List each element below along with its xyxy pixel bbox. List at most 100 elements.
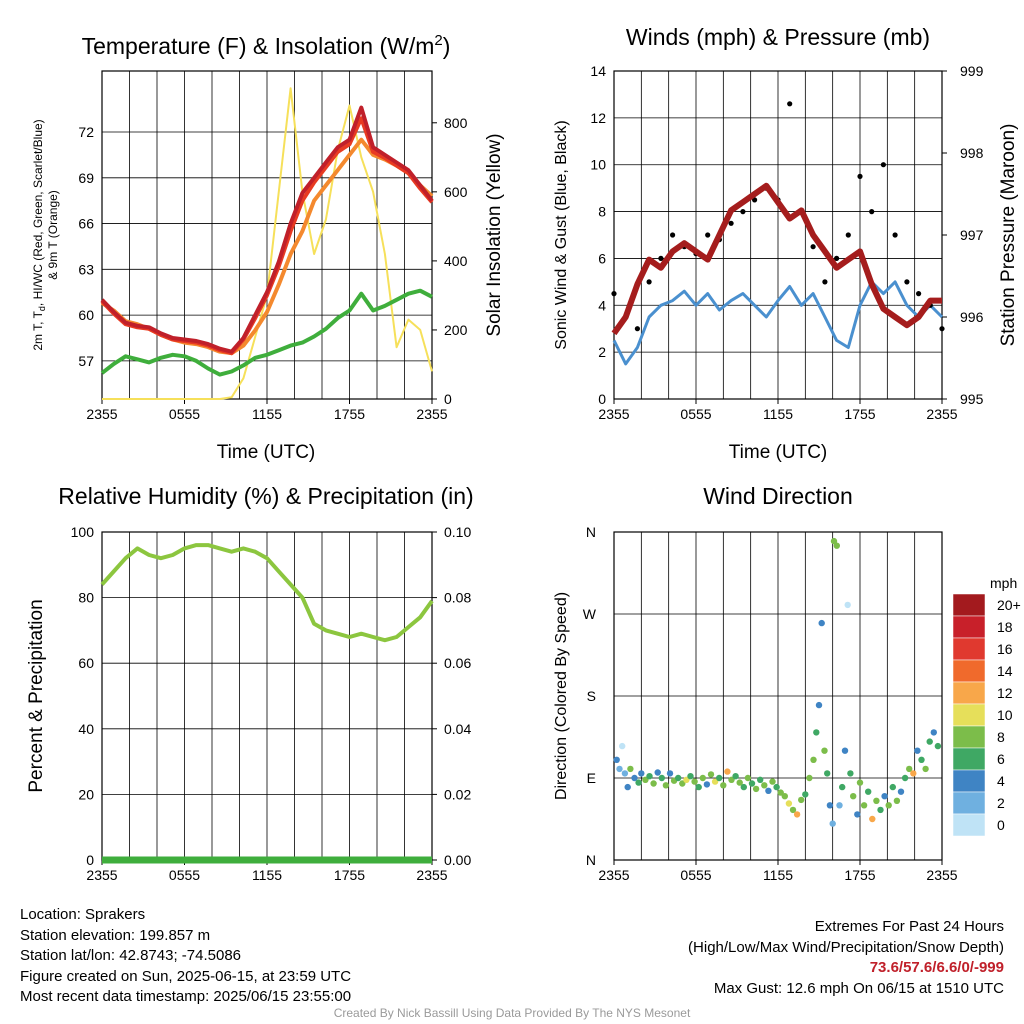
- direction-point: [850, 793, 857, 800]
- gust-point: [728, 220, 734, 226]
- x-tick-label: 2355: [416, 867, 447, 883]
- direction-point: [930, 729, 937, 736]
- x-tick-label: 2355: [598, 867, 629, 883]
- colorbar-label: 10: [997, 707, 1013, 723]
- colorbar-swatch: [952, 703, 986, 727]
- direction-point: [635, 779, 642, 786]
- direction-point: [833, 542, 840, 549]
- y2-tick-label: 0.00: [444, 852, 471, 868]
- recent-timestamp: Most recent data timestamp: 2025/06/15 2…: [20, 988, 352, 1005]
- extremes-title: Extremes For Past 24 Hours: [814, 918, 1004, 935]
- x-tick-label: 2355: [86, 406, 117, 422]
- y2-tick-label: 800: [444, 115, 468, 131]
- gust-point: [611, 291, 617, 297]
- gust-point: [787, 101, 793, 107]
- y-tick-label: 14: [590, 63, 606, 79]
- direction-point: [720, 782, 727, 789]
- direction-point: [934, 742, 942, 750]
- direction-point: [877, 806, 884, 814]
- gust-point: [880, 162, 887, 168]
- direction-point: [793, 811, 801, 818]
- direction-point: [926, 738, 933, 745]
- colorbar-swatch: [952, 747, 986, 771]
- direction-point: [707, 771, 715, 778]
- gust-point: [705, 232, 711, 238]
- colorbar-swatch: [952, 659, 986, 683]
- direction-point: [836, 802, 843, 809]
- direction-point: [646, 773, 653, 780]
- colorbar-label: 12: [997, 685, 1013, 701]
- gust-point: [939, 326, 945, 332]
- y-tick-label: S: [587, 688, 596, 704]
- gust-point: [857, 173, 863, 179]
- direction-point: [752, 785, 760, 793]
- y2-tick-label: 0.04: [444, 721, 471, 737]
- direction-point: [621, 770, 629, 777]
- x-tick-label: 2355: [416, 406, 447, 422]
- direction-point: [881, 793, 888, 800]
- direction-point: [777, 789, 784, 796]
- direction-ylabel-left: Direction (Colored By Speed): [553, 592, 570, 800]
- series-2m-t: [100, 105, 434, 354]
- direction-point: [724, 768, 731, 775]
- y2-tick-label: 200: [444, 322, 468, 338]
- wind-panel-title: Winds (mph) & Pressure (mb): [626, 24, 930, 50]
- direction-point: [616, 765, 623, 773]
- direction-point: [748, 780, 756, 787]
- direction-point: [889, 783, 896, 791]
- x-tick-label: 1155: [763, 867, 793, 883]
- direction-point: [865, 788, 872, 795]
- credit-line: Created By Nick Bassill Using Data Provi…: [333, 1006, 691, 1020]
- direction-point: [821, 747, 828, 754]
- direction-point: [860, 802, 868, 809]
- x-tick-label: 0555: [680, 867, 711, 883]
- y-tick-label: 60: [78, 307, 94, 323]
- direction-point: [906, 765, 913, 773]
- direction-point: [703, 781, 711, 788]
- direction-point: [683, 776, 690, 783]
- direction-point: [769, 778, 776, 785]
- direction-point: [679, 780, 686, 787]
- extremes-values: 73.6/57.6/6.6/0/-999: [869, 959, 1004, 976]
- y-tick-label: 40: [78, 721, 94, 737]
- direction-point: [798, 796, 805, 804]
- y-tick-label: 100: [71, 524, 95, 540]
- colorbar-swatch: [952, 681, 986, 705]
- series-td: [100, 288, 433, 377]
- max-gust: Max Gust: 12.6 mph On 06/15 at 1510 UTC: [713, 979, 1004, 997]
- y2-tick-label: 0.06: [444, 655, 471, 671]
- y2-tick-label: 0.08: [444, 590, 471, 606]
- x-tick-label: 0555: [169, 406, 200, 422]
- y2-tick-label: 0: [444, 391, 452, 407]
- humidity-panel-title: Relative Humidity (%) & Precipitation (i…: [58, 483, 473, 509]
- wind-xlabel: Time (UTC): [729, 442, 828, 463]
- direction-point: [638, 770, 645, 777]
- direction-point: [826, 802, 834, 809]
- gust-point: [670, 232, 676, 238]
- direction-point: [830, 537, 838, 545]
- direction-point: [856, 779, 864, 786]
- colorbar-swatch: [952, 615, 986, 639]
- wind-ylabel-left: Sonic Wind & Gust (Blue, Black): [553, 120, 570, 349]
- station-location: Location: Sprakers: [20, 906, 146, 923]
- y-tick-label: 2: [598, 344, 606, 360]
- gust-point: [658, 255, 664, 261]
- direction-point: [841, 747, 849, 754]
- y-tick-label: 10: [590, 157, 606, 173]
- y-tick-label: 57: [78, 353, 94, 369]
- x-tick-label: 2355: [926, 867, 957, 883]
- colorbar-label: 4: [997, 773, 1005, 789]
- y-tick-label: N: [586, 524, 596, 540]
- colorbar-swatch: [952, 791, 986, 815]
- direction-point: [844, 601, 851, 609]
- direction-point: [885, 802, 892, 809]
- gust-point: [740, 209, 746, 215]
- direction-point: [789, 806, 797, 814]
- y-tick-label: 80: [78, 590, 94, 606]
- y-tick-label: 4: [598, 297, 606, 313]
- direction-point: [829, 820, 836, 827]
- y-tick-label: 0: [598, 391, 606, 407]
- y-tick-label: E: [587, 770, 596, 786]
- gust-point: [869, 209, 875, 215]
